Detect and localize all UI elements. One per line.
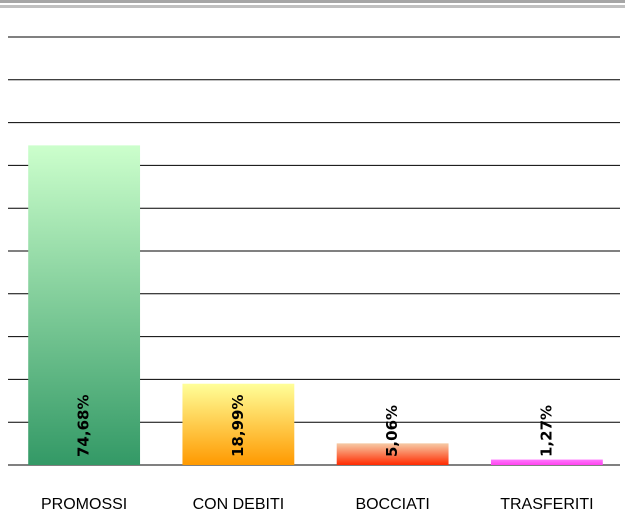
x-tick-label: TRASFERITI: [500, 496, 593, 513]
bar: [28, 145, 141, 465]
bar: [182, 383, 295, 465]
header-bar: [0, 5, 625, 8]
x-tick-label: CON DEBITI: [193, 496, 285, 513]
value-label: 18,99%: [229, 395, 247, 457]
value-label: 1,27%: [537, 405, 555, 457]
value-label: 5,06%: [383, 405, 401, 457]
bar: [490, 459, 603, 465]
x-tick-label: PROMOSSI: [41, 496, 127, 513]
bar: [336, 443, 449, 465]
value-label: 74,68%: [75, 395, 93, 457]
header-bar: [0, 0, 625, 3]
x-tick-label: BOCCIATI: [355, 496, 429, 513]
